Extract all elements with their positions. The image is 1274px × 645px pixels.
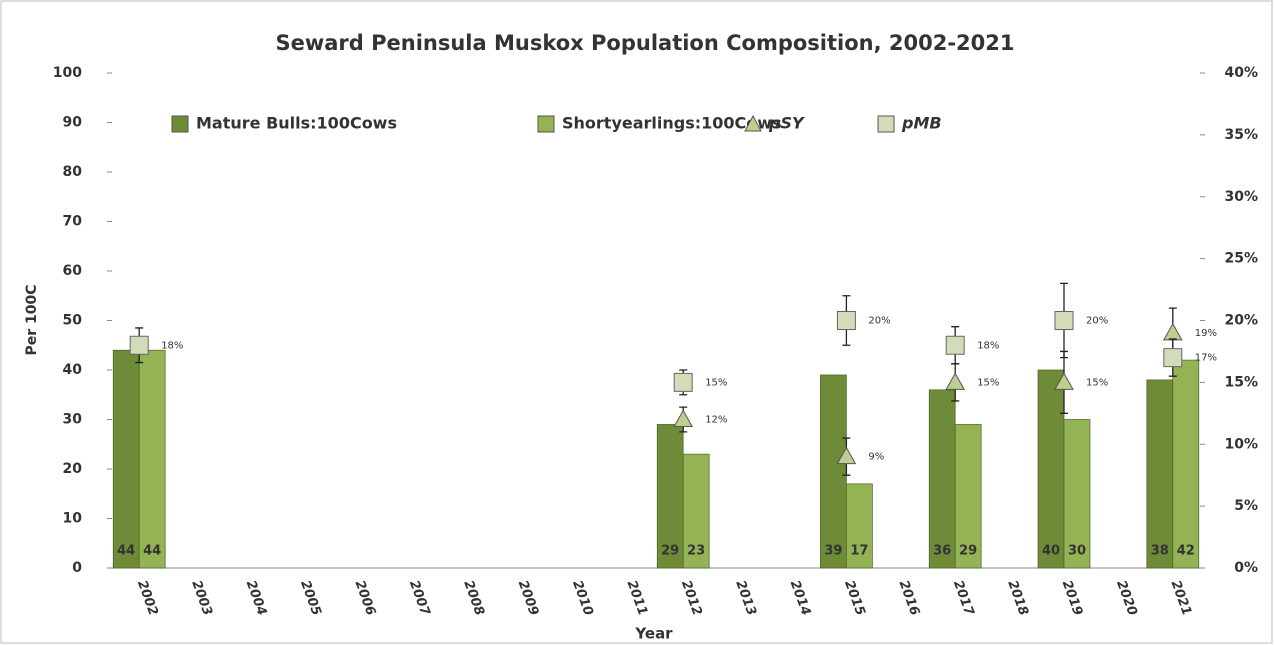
point-value-label: 18%: [161, 340, 183, 351]
bar-value-label: 40: [1042, 544, 1060, 559]
y2-tick-label: 5%: [1234, 498, 1258, 514]
bar-value-label: 29: [959, 544, 977, 559]
point-value-label: 15%: [977, 377, 999, 388]
point-value-label: 9%: [868, 452, 884, 463]
y-tick-label: 90: [63, 115, 83, 131]
triangle-marker: [673, 409, 694, 427]
legend-swatch: [171, 115, 189, 133]
bar: [928, 389, 956, 569]
x-axis-label: Year: [634, 625, 673, 643]
point-value-label: 19%: [1195, 328, 1217, 339]
legend-label: pMB: [901, 114, 942, 133]
bar-value-label: 42: [1177, 544, 1195, 559]
square-marker: [836, 311, 856, 330]
bar: [1037, 369, 1065, 569]
bar-value-label: 39: [824, 544, 842, 559]
y2-tick-label: 15%: [1224, 374, 1258, 390]
bar-value-label: 44: [143, 544, 161, 559]
legend-label: Shortyearlings:100Cows: [562, 114, 782, 133]
y2-tick-label: 10%: [1224, 436, 1258, 452]
square-marker: [129, 335, 149, 355]
triangle-marker: [945, 372, 966, 390]
square-marker: [673, 372, 693, 392]
square-marker: [945, 335, 965, 355]
triangle-marker: [1054, 372, 1074, 390]
bar: [820, 374, 847, 569]
legend-label: pSY: [768, 114, 805, 133]
bar-value-label: 38: [1151, 544, 1169, 559]
y-tick-label: 30: [63, 412, 83, 428]
bar: [682, 453, 710, 569]
bar-value-label: 36: [933, 544, 951, 559]
y2-tick-label: 30%: [1224, 189, 1258, 205]
bar-value-label: 30: [1068, 544, 1086, 559]
y-tick-label: 80: [63, 164, 83, 180]
bar: [112, 349, 140, 569]
legend-swatch: [744, 114, 762, 132]
y-axis-label: Per 100C: [24, 284, 40, 355]
y2-tick-label: 20%: [1224, 313, 1258, 329]
bar-value-label: 17: [850, 544, 868, 559]
y-tick-label: 50: [63, 313, 83, 329]
square-marker: [1163, 348, 1183, 368]
y-tick-label: 20: [63, 461, 83, 477]
legend-label: Mature Bulls:100Cows: [196, 114, 397, 133]
bar: [1063, 419, 1091, 569]
y-tick-label: 100: [53, 65, 82, 81]
point-value-label: 20%: [1086, 316, 1108, 327]
y-tick-label: 70: [63, 214, 83, 230]
triangle-marker: [836, 446, 857, 465]
point-value-label: 17%: [1195, 353, 1217, 364]
y2-tick-label: 25%: [1224, 251, 1258, 267]
y2-tick-label: 0%: [1234, 560, 1258, 576]
bar: [138, 349, 166, 569]
bar: [846, 483, 873, 569]
legend-swatch: [877, 115, 895, 133]
point-value-label: 15%: [705, 377, 727, 388]
bar: [954, 424, 982, 569]
y2-tick-label: 35%: [1224, 127, 1258, 143]
point-value-label: 12%: [705, 415, 727, 426]
bar-value-label: 29: [661, 544, 679, 559]
point-value-label: 15%: [1086, 377, 1108, 388]
legend-swatch: [537, 115, 555, 133]
chart-title: Seward Peninsula Muskox Population Compo…: [275, 31, 1014, 55]
point-value-label: 18%: [977, 340, 999, 351]
y-tick-label: 10: [63, 511, 83, 527]
bar-value-label: 23: [687, 544, 705, 559]
y-tick-label: 0: [72, 560, 82, 576]
y-tick-label: 40: [63, 362, 83, 378]
point-value-label: 20%: [868, 316, 890, 327]
bar: [1146, 379, 1174, 569]
bar-value-label: 44: [117, 544, 135, 559]
bar: [1172, 359, 1200, 569]
y-tick-label: 60: [63, 263, 83, 279]
bar: [656, 424, 684, 569]
y2-tick-label: 40%: [1224, 65, 1258, 81]
square-marker: [1054, 311, 1074, 330]
